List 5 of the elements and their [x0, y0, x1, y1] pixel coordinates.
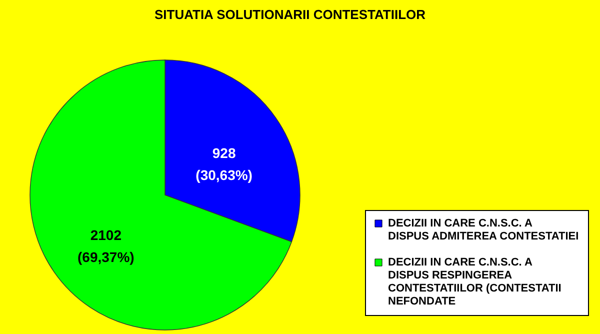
data-label: 928 (30,63%) — [196, 144, 252, 183]
chart-title: SITUATIA SOLUTIONARII CONTESTATIILOR — [154, 7, 426, 22]
legend-label: DECIZII IN CARE C.N.S.C. A DISPUS RESPINGEREA CONTESTATIILOR (CONTESTATII NEFONDATE — [388, 256, 562, 308]
legend-label: DECIZII IN CARE C.N.S.C. A DISPUS ADMITEREA CONTESTATIEI — [388, 218, 579, 242]
data-label: 2102 (69,37%) — [78, 227, 134, 266]
